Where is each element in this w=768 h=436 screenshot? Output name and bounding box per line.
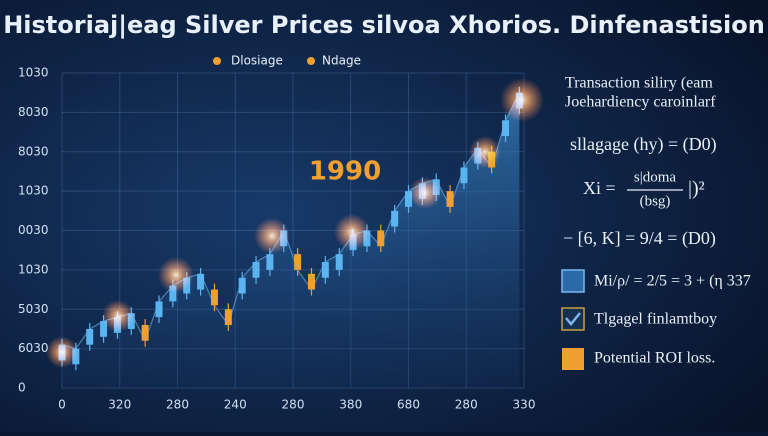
x-tick-label: 330 bbox=[513, 398, 536, 412]
formula-den: (bsg) bbox=[640, 193, 671, 209]
y-tick-label: 5030 bbox=[18, 302, 49, 316]
candle-body bbox=[294, 254, 302, 270]
item-text: Mi/ρ/ = 2/5 = 3 + (η 337 bbox=[594, 273, 751, 290]
candle-body bbox=[197, 273, 205, 290]
glow bbox=[409, 177, 441, 209]
x-tick-label: 280 bbox=[455, 398, 478, 412]
side-text: Transaction siliry (eam bbox=[565, 75, 713, 92]
legend-dot bbox=[213, 57, 221, 65]
y-tick-label: 0030 bbox=[18, 223, 49, 237]
candle-body bbox=[405, 191, 412, 207]
equation: − [6, K] = 9/4 = (D0) bbox=[563, 228, 716, 249]
y-tick-label: 8030 bbox=[18, 144, 49, 158]
candle-body bbox=[86, 328, 94, 345]
glow bbox=[334, 214, 370, 250]
formula-lhs: Xi = bbox=[583, 178, 616, 198]
candle-body bbox=[100, 321, 108, 337]
formula-num: s|doma bbox=[634, 169, 677, 185]
candle-body bbox=[391, 210, 399, 227]
x-tick-label: 0 bbox=[58, 398, 66, 412]
formula-rhs: |)² bbox=[688, 178, 705, 200]
plot: 0 6030 5030 1030 0030 1030 8030 8030 1030 0 320 280… bbox=[18, 66, 535, 412]
price-area bbox=[62, 92, 520, 388]
x-tick-label: 680 bbox=[397, 398, 420, 412]
candle-body bbox=[210, 289, 218, 306]
candle-body bbox=[377, 230, 385, 247]
glow bbox=[254, 218, 290, 254]
item-icon bbox=[561, 269, 585, 293]
candle-body bbox=[460, 167, 468, 184]
glow bbox=[158, 257, 194, 293]
candle-body bbox=[169, 285, 177, 302]
glow bbox=[500, 78, 544, 122]
y-tick-label: 1030 bbox=[18, 184, 49, 198]
candle-body bbox=[252, 262, 260, 278]
candle-body bbox=[224, 309, 232, 325]
x-tick-label: 240 bbox=[224, 398, 247, 412]
candle-body bbox=[141, 325, 149, 341]
candle-body bbox=[266, 254, 274, 270]
x-tick-label: 320 bbox=[108, 398, 131, 412]
legend-dot bbox=[307, 57, 315, 65]
candle-body bbox=[307, 273, 315, 290]
side-text: sllagage (hy) = (D0) bbox=[570, 134, 717, 155]
item-text: Tlgagel finlamtboy bbox=[594, 311, 717, 328]
x-tick-label: 280 bbox=[166, 398, 189, 412]
x-tick-label: 280 bbox=[282, 398, 305, 412]
glows bbox=[46, 78, 544, 368]
checkmark bbox=[565, 312, 581, 326]
candle-body bbox=[502, 120, 510, 136]
glow bbox=[102, 300, 134, 332]
item-icon bbox=[562, 348, 584, 370]
item-text: Potential ROI loss. bbox=[594, 350, 715, 367]
y-tick-label: 6030 bbox=[18, 341, 49, 355]
glow bbox=[469, 136, 501, 168]
side-text: Joehardiency caroinlarf bbox=[565, 94, 716, 111]
legend-label: Dlosiage bbox=[231, 54, 283, 68]
x-tick-label: 380 bbox=[339, 398, 362, 412]
annotation: 1990 bbox=[309, 157, 381, 187]
chart-title: Historiaj|eag Silver Prices silvoa Xhori… bbox=[3, 11, 765, 39]
candle-body bbox=[446, 191, 454, 207]
candle-body bbox=[155, 301, 163, 318]
candle-body bbox=[335, 254, 343, 270]
candle-body bbox=[321, 262, 329, 278]
legend-label: Ndage bbox=[322, 54, 361, 68]
y-tick-label: 1030 bbox=[18, 66, 49, 80]
y-tick-label: 1030 bbox=[18, 262, 49, 276]
price-edge bbox=[61, 92, 520, 350]
candle-body bbox=[238, 277, 246, 294]
y-tick-label: 0 bbox=[18, 381, 26, 395]
glow bbox=[46, 336, 78, 368]
y-tick-label: 8030 bbox=[18, 105, 49, 119]
